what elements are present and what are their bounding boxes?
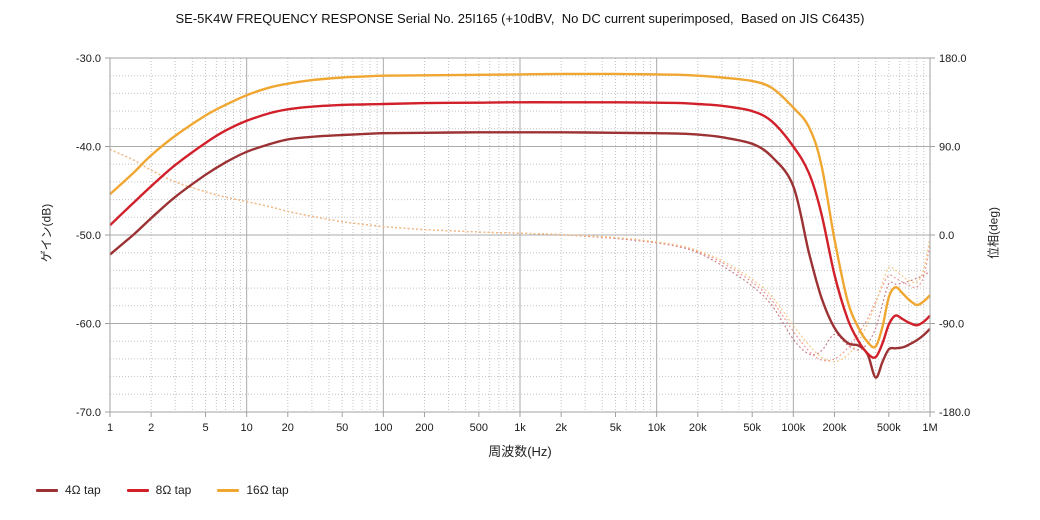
y-left-tick-label: -50.0 xyxy=(76,230,101,242)
legend: 4Ω tap 8Ω tap 16Ω tap xyxy=(36,483,289,497)
y-right-tick-label: -90.0 xyxy=(939,319,964,331)
x-tick-label: 20 xyxy=(282,422,294,434)
legend-swatch-16ohm xyxy=(217,488,240,492)
legend-swatch-8ohm xyxy=(126,488,149,492)
x-tick-label: 5k xyxy=(610,422,622,434)
y-left-tick-label: -60.0 xyxy=(76,319,101,331)
left-axis-title: ゲイン(dB) xyxy=(39,203,54,263)
y-right-tick-label: 90.0 xyxy=(939,142,960,154)
y-left-tick-label: -40.0 xyxy=(76,142,101,154)
x-tick-label: 50k xyxy=(743,422,761,434)
x-tick-label: 20k xyxy=(689,422,707,434)
x-tick-label: 200 xyxy=(415,422,433,434)
phase-curve-16ohm xyxy=(109,148,931,363)
x-tick-label: 2 xyxy=(148,422,154,434)
gain-curve-4ohm xyxy=(109,131,931,379)
legend-item-16ohm: 16Ω tap xyxy=(217,483,289,497)
x-tick-label: 1k xyxy=(514,422,526,434)
legend-label-8ohm: 8Ω tap xyxy=(155,483,192,497)
axes xyxy=(105,57,935,417)
tick-labels: 1 2 5 10 20 50 100 200 500 1k 2k 5k 10k 20k 50k 100k 200… xyxy=(76,53,970,434)
y-right-tick-label: -180.0 xyxy=(939,407,970,419)
x-tick-label: 500 xyxy=(470,422,488,434)
y-right-tick-label: 180.0 xyxy=(939,53,967,65)
x-tick-label: 50 xyxy=(336,422,348,434)
legend-item-4ohm: 4Ω tap xyxy=(36,483,101,497)
y-right-tick-label: 0.0 xyxy=(939,230,954,242)
x-tick-label: 10 xyxy=(241,422,253,434)
x-tick-label: 2k xyxy=(555,422,567,434)
x-tick-label: 100 xyxy=(374,422,392,434)
gain-curve-16ohm xyxy=(109,72,931,349)
y-left-tick-label: -70.0 xyxy=(76,407,101,419)
x-tick-label: 200k xyxy=(823,422,847,434)
legend-swatch-4ohm xyxy=(36,488,58,492)
right-axis-title: 位相(deg) xyxy=(986,206,1001,260)
gain-curve-8ohm xyxy=(109,101,931,359)
x-tick-label: 5 xyxy=(202,422,208,434)
y-left-tick-label: -30.0 xyxy=(76,53,101,65)
x-tick-label: 10k xyxy=(648,422,666,434)
x-tick-label: 1M xyxy=(922,422,937,434)
chart-title: SE-5K4W FREQUENCY RESPONSE Serial No. 25… xyxy=(175,11,865,26)
x-axis-title: 周波数(Hz) xyxy=(488,444,552,459)
legend-label-4ohm: 4Ω tap xyxy=(65,483,101,497)
x-tick-label: 500k xyxy=(877,422,901,434)
legend-item-8ohm: 8Ω tap xyxy=(126,483,192,497)
curves xyxy=(109,72,931,379)
x-tick-label: 1 xyxy=(107,422,113,434)
x-tick-label: 100k xyxy=(781,422,805,434)
gridlines xyxy=(109,57,931,413)
legend-label-16ohm: 16Ω tap xyxy=(246,483,289,497)
